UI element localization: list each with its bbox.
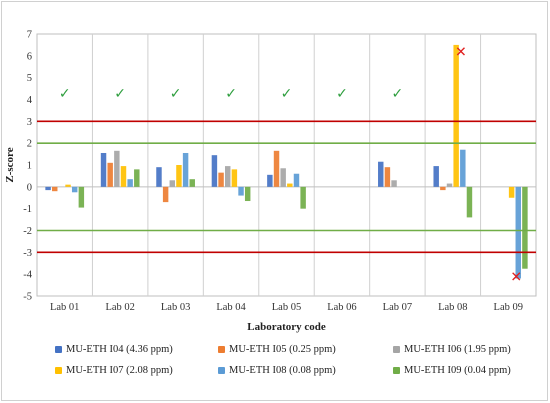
y-tick-label: 1 bbox=[27, 161, 32, 172]
check-icon: ✓ bbox=[170, 86, 182, 102]
legend-item: MU-ETH I08 (0.08 ppm) bbox=[218, 365, 336, 376]
bar bbox=[433, 166, 439, 187]
bar bbox=[225, 166, 231, 187]
bar bbox=[182, 152, 189, 187]
bar bbox=[460, 149, 466, 187]
bar bbox=[378, 161, 384, 187]
check-icon: ✓ bbox=[59, 86, 71, 102]
y-axis-title: Z-score bbox=[4, 147, 16, 182]
y-tick-label: 2 bbox=[27, 139, 32, 150]
legend-swatch bbox=[393, 367, 400, 374]
check-icon: ✓ bbox=[281, 86, 293, 102]
bar bbox=[384, 167, 391, 187]
bar bbox=[100, 152, 107, 187]
bar bbox=[71, 186, 78, 193]
bar bbox=[508, 186, 515, 198]
bar bbox=[522, 186, 528, 269]
legend-swatch bbox=[218, 346, 225, 353]
x-tick-label: Lab 07 bbox=[383, 302, 412, 313]
cross-icon: ✕ bbox=[455, 44, 467, 60]
bar bbox=[466, 186, 473, 218]
legend-swatch bbox=[55, 346, 62, 353]
bar bbox=[65, 184, 71, 187]
check-icon: ✓ bbox=[114, 86, 126, 102]
legend-swatch bbox=[55, 367, 62, 374]
bar bbox=[52, 186, 58, 192]
y-tick-label: 6 bbox=[27, 51, 32, 62]
y-tick-label: -5 bbox=[23, 292, 32, 303]
check-icon: ✓ bbox=[392, 86, 404, 102]
x-tick-label: Lab 03 bbox=[161, 302, 190, 313]
y-tick-label: 5 bbox=[27, 73, 32, 84]
legend-label: MU-ETH I04 (4.36 ppm) bbox=[66, 344, 173, 355]
bar bbox=[391, 180, 397, 187]
bar bbox=[176, 165, 182, 187]
bar bbox=[107, 162, 113, 187]
legend-label: MU-ETH I06 (1.95 ppm) bbox=[404, 344, 511, 355]
bar bbox=[127, 179, 133, 187]
plot-area bbox=[36, 33, 537, 297]
bar bbox=[273, 150, 280, 187]
bar bbox=[169, 180, 176, 187]
check-icon: ✓ bbox=[336, 86, 348, 102]
check-icon: ✓ bbox=[225, 86, 237, 102]
bar bbox=[244, 186, 251, 202]
x-tick-label: Lab 02 bbox=[105, 302, 134, 313]
y-tick-label: -1 bbox=[23, 204, 32, 215]
x-axis-title: Laboratory code bbox=[247, 321, 326, 333]
bar bbox=[134, 169, 140, 187]
x-tick-label: Lab 09 bbox=[494, 302, 523, 313]
bar bbox=[218, 172, 224, 187]
bar bbox=[515, 186, 521, 279]
legend-item: MU-ETH I07 (2.08 ppm) bbox=[55, 365, 173, 376]
bar bbox=[440, 186, 446, 191]
x-tick-label: Lab 08 bbox=[438, 302, 467, 313]
bar bbox=[162, 186, 169, 203]
bar bbox=[293, 173, 300, 187]
cross-icon: ✕ bbox=[510, 269, 522, 285]
y-tick-label: 3 bbox=[27, 117, 32, 128]
bar bbox=[446, 183, 453, 187]
y-tick-label: -4 bbox=[23, 270, 32, 281]
bar bbox=[453, 44, 459, 187]
bar bbox=[287, 183, 293, 187]
legend-item: MU-ETH I04 (4.36 ppm) bbox=[55, 344, 173, 355]
x-tick-label: Lab 04 bbox=[216, 302, 246, 313]
x-tick-label: Lab 01 bbox=[50, 302, 79, 313]
bar bbox=[267, 174, 273, 187]
legend-label: MU-ETH I07 (2.08 ppm) bbox=[66, 365, 173, 376]
legend-item: MU-ETH I06 (1.95 ppm) bbox=[393, 344, 511, 355]
x-tick-label: Lab 05 bbox=[272, 302, 301, 313]
x-tick-label: Lab 06 bbox=[327, 302, 356, 313]
bar bbox=[78, 186, 85, 208]
bar bbox=[156, 167, 162, 187]
bar bbox=[114, 150, 120, 187]
bar bbox=[231, 169, 238, 187]
y-tick-label: 4 bbox=[27, 95, 33, 106]
bar bbox=[300, 186, 306, 209]
bar bbox=[45, 186, 51, 191]
bar bbox=[211, 155, 218, 187]
legend-swatch bbox=[218, 367, 225, 374]
legend-label: MU-ETH I09 (0.04 ppm) bbox=[404, 365, 511, 376]
legend-label: MU-ETH I05 (0.25 ppm) bbox=[229, 344, 336, 355]
legend-item: MU-ETH I09 (0.04 ppm) bbox=[393, 365, 511, 376]
bar bbox=[238, 186, 244, 196]
bar bbox=[189, 179, 195, 187]
y-tick-label: -2 bbox=[23, 226, 32, 237]
legend-label: MU-ETH I08 (0.08 ppm) bbox=[229, 365, 336, 376]
bar bbox=[280, 168, 286, 187]
y-tick-label: 7 bbox=[27, 30, 32, 41]
y-tick-label: 0 bbox=[27, 182, 32, 193]
y-tick-label: -3 bbox=[23, 248, 32, 259]
legend-swatch bbox=[393, 346, 400, 353]
bar bbox=[120, 166, 127, 187]
legend-item: MU-ETH I05 (0.25 ppm) bbox=[218, 344, 336, 355]
